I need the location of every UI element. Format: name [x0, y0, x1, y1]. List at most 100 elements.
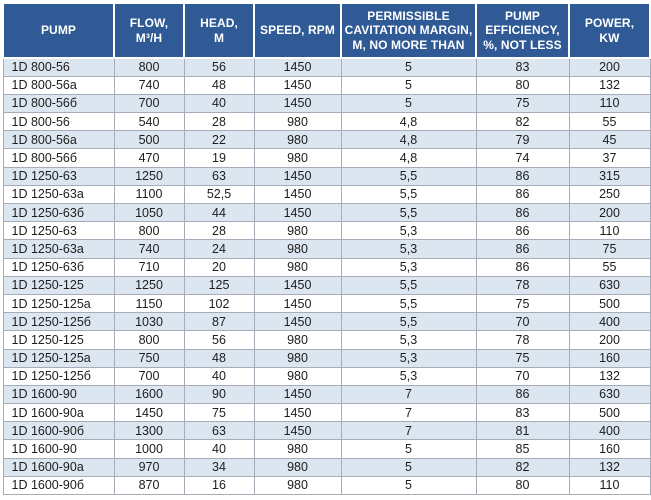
table-row: 1D 1250-125 1250 125 1450 5,5 78 630 — [2, 275, 651, 295]
cell-efficiency: 74 — [475, 148, 570, 168]
cell-flow: 740 — [113, 75, 185, 95]
cell-pump: 1D 1600-90б — [2, 475, 115, 496]
table-row: 1D 800-56 540 28 980 4,8 82 55 — [2, 112, 651, 132]
table-row: 1D 1250-63 800 28 980 5,3 86 110 — [2, 221, 651, 241]
cell-cavitation_margin: 5,3 — [340, 257, 477, 277]
cell-head: 28 — [183, 112, 255, 132]
cell-pump: 1D 1250-125 — [2, 275, 115, 295]
cell-cavitation_margin: 5,5 — [340, 275, 477, 295]
cell-speed: 980 — [253, 348, 342, 368]
cell-efficiency: 78 — [475, 330, 570, 350]
cell-speed: 980 — [253, 239, 342, 259]
cell-speed: 980 — [253, 475, 342, 496]
header-flow: FLOW, M³/H — [113, 2, 185, 59]
header-power: POWER, KW — [568, 2, 651, 59]
header-efficiency: PUMP EFFICIENCY, %, NOT LESS — [475, 2, 570, 59]
table-row: 1D 1250-125б 700 40 980 5,3 70 132 — [2, 366, 651, 386]
cell-efficiency: 78 — [475, 275, 570, 295]
cell-cavitation_margin: 5,5 — [340, 312, 477, 332]
cell-power: 55 — [568, 257, 651, 277]
cell-cavitation_margin: 5,3 — [340, 330, 477, 350]
cell-cavitation_margin: 4,8 — [340, 148, 477, 168]
cell-cavitation_margin: 5,5 — [340, 166, 477, 186]
cell-power: 160 — [568, 348, 651, 368]
cell-efficiency: 75 — [475, 348, 570, 368]
cell-flow: 1450 — [113, 403, 185, 423]
cell-pump: 1D 1250-125б — [2, 312, 115, 332]
table-row: 1D 800-56a 500 22 980 4,8 79 45 — [2, 130, 651, 150]
cell-power: 200 — [568, 202, 651, 223]
table-row: 1D 1250-125a 750 48 980 5,3 75 160 — [2, 348, 651, 368]
cell-efficiency: 80 — [475, 75, 570, 95]
cell-cavitation_margin: 5,3 — [340, 221, 477, 241]
cell-flow: 1100 — [113, 184, 185, 205]
cell-cavitation_margin: 5 — [340, 57, 477, 77]
table-row: 1D 1250-125б 1030 87 1450 5,5 70 400 — [2, 312, 651, 332]
cell-speed: 1450 — [253, 384, 342, 405]
cell-efficiency: 75 — [475, 93, 570, 114]
cell-speed: 1450 — [253, 93, 342, 114]
cell-pump: 1D 1600-90a — [2, 403, 115, 423]
cell-pump: 1D 1250-63б — [2, 257, 115, 277]
cell-power: 630 — [568, 384, 651, 405]
cell-power: 55 — [568, 112, 651, 132]
cell-flow: 740 — [113, 239, 185, 259]
header-head: HEAD, M — [183, 2, 255, 59]
cell-speed: 980 — [253, 439, 342, 459]
cell-cavitation_margin: 7 — [340, 384, 477, 405]
cell-speed: 1450 — [253, 403, 342, 423]
cell-power: 250 — [568, 184, 651, 205]
cell-efficiency: 82 — [475, 457, 570, 477]
table-row: 1D 1600-90 1000 40 980 5 85 160 — [2, 439, 651, 459]
cell-pump: 1D 1250-63 — [2, 166, 115, 186]
cell-power: 160 — [568, 439, 651, 459]
cell-power: 500 — [568, 403, 651, 423]
cell-pump: 1D 1250-125б — [2, 366, 115, 386]
cell-power: 400 — [568, 312, 651, 332]
cell-speed: 980 — [253, 457, 342, 477]
cell-head: 56 — [183, 330, 255, 350]
table-row: 1D 1600-90a 970 34 980 5 82 132 — [2, 457, 651, 477]
cell-speed: 980 — [253, 330, 342, 350]
cell-pump: 1D 800-56a — [2, 75, 115, 95]
cell-speed: 980 — [253, 112, 342, 132]
cell-head: 20 — [183, 257, 255, 277]
cell-cavitation_margin: 4,8 — [340, 112, 477, 132]
cell-flow: 1000 — [113, 439, 185, 459]
cell-power: 110 — [568, 221, 651, 241]
cell-flow: 970 — [113, 457, 185, 477]
cell-efficiency: 82 — [475, 112, 570, 132]
cell-efficiency: 86 — [475, 239, 570, 259]
cell-cavitation_margin: 5,5 — [340, 202, 477, 223]
cell-power: 75 — [568, 239, 651, 259]
table-body: 1D 800-56 800 56 1450 5 83 200 1D 800-56a 740 48 1… — [2, 57, 651, 496]
cell-speed: 1450 — [253, 57, 342, 77]
cell-flow: 1600 — [113, 384, 185, 405]
cell-power: 500 — [568, 293, 651, 314]
cell-head: 40 — [183, 439, 255, 459]
table-row: 1D 1250-125a 1150 102 1450 5,5 75 500 — [2, 293, 651, 314]
cell-efficiency: 85 — [475, 439, 570, 459]
cell-pump: 1D 1600-90 — [2, 384, 115, 405]
cell-head: 90 — [183, 384, 255, 405]
cell-pump: 1D 1600-90 — [2, 439, 115, 459]
cell-head: 48 — [183, 75, 255, 95]
cell-efficiency: 86 — [475, 221, 570, 241]
cell-cavitation_margin: 7 — [340, 421, 477, 441]
cell-pump: 1D 1250-125a — [2, 348, 115, 368]
cell-cavitation_margin: 5,5 — [340, 184, 477, 205]
cell-speed: 1450 — [253, 202, 342, 223]
table-row: 1D 1250-63a 740 24 980 5,3 86 75 — [2, 239, 651, 259]
cell-efficiency: 83 — [475, 403, 570, 423]
cell-head: 24 — [183, 239, 255, 259]
cell-speed: 1450 — [253, 166, 342, 186]
cell-head: 52,5 — [183, 184, 255, 205]
cell-efficiency: 81 — [475, 421, 570, 441]
cell-flow: 750 — [113, 348, 185, 368]
cell-efficiency: 86 — [475, 257, 570, 277]
cell-flow: 1050 — [113, 202, 185, 223]
cell-pump: 1D 800-56б — [2, 93, 115, 114]
table-row: 1D 1600-90б 1300 63 1450 7 81 400 — [2, 421, 651, 441]
cell-head: 87 — [183, 312, 255, 332]
cell-cavitation_margin: 5 — [340, 93, 477, 114]
